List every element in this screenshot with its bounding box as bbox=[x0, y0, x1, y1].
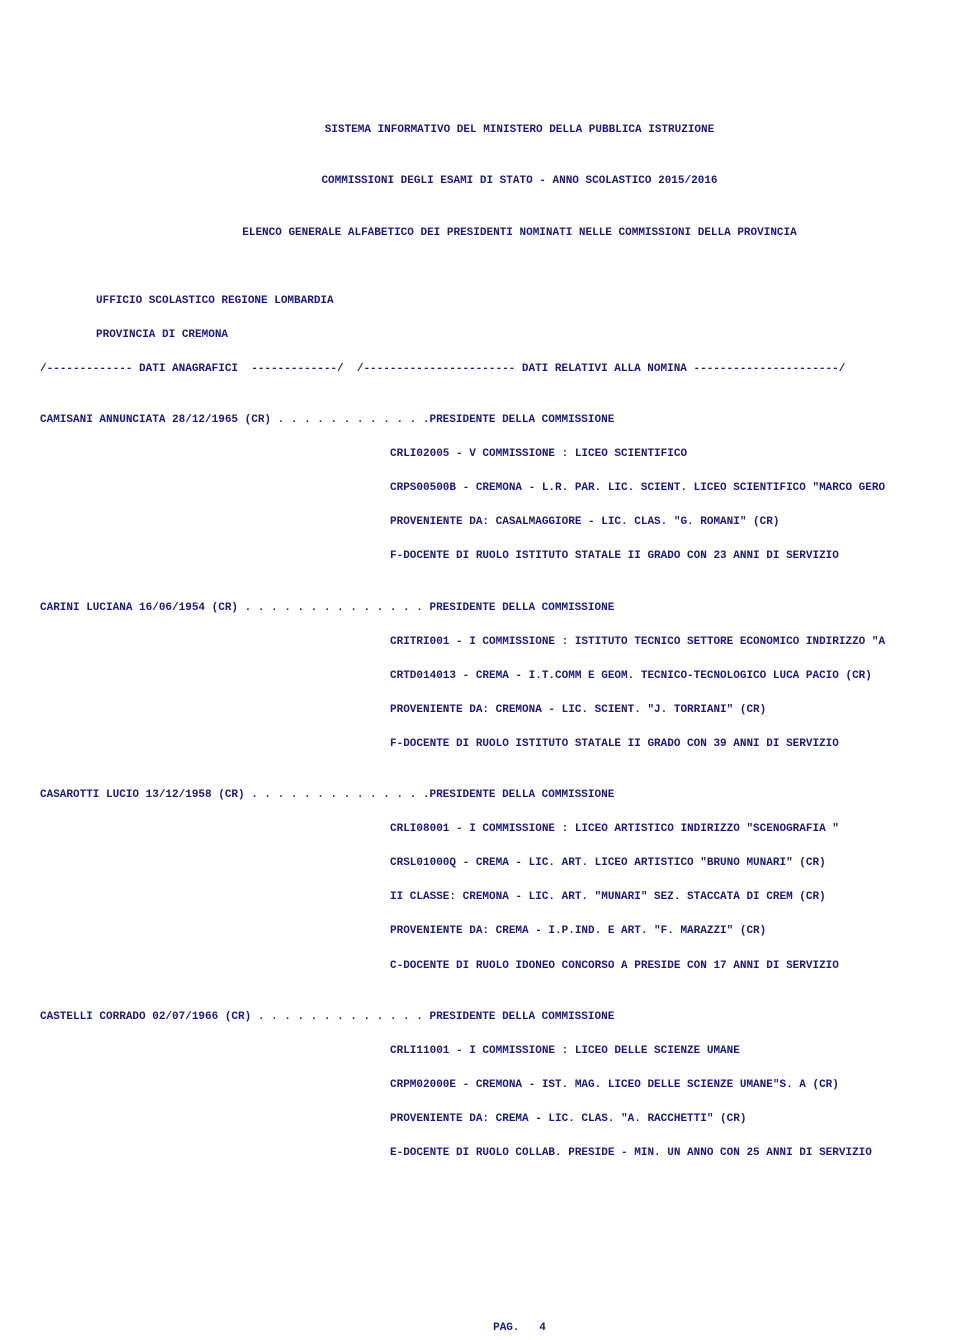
entry-detail: CRITRI001 - I COMMISSIONE : ISTITUTO TEC… bbox=[40, 634, 959, 651]
entry-detail: CRSL01000Q - CREMA - LIC. ART. LICEO ART… bbox=[40, 855, 959, 872]
province-line: PROVINCIA DI CREMONA bbox=[40, 327, 959, 344]
entry-detail: CRLI02005 - V COMMISSIONE : LICEO SCIENT… bbox=[40, 446, 959, 463]
entry-detail: PROVENIENTE DA: CREMA - I.P.IND. E ART. … bbox=[40, 923, 959, 940]
entry-detail: E-DOCENTE DI RUOLO COLLAB. PRESIDE - MIN… bbox=[40, 1145, 959, 1162]
entry-detail: CRLI08001 - I COMMISSIONE : LICEO ARTIST… bbox=[40, 821, 959, 838]
entry-detail: F-DOCENTE DI RUOLO ISTITUTO STATALE II G… bbox=[40, 548, 959, 565]
entry-detail: CRTD014013 - CREMA - I.T.COMM E GEOM. TE… bbox=[40, 668, 959, 685]
entry-detail: PROVENIENTE DA: CASALMAGGIORE - LIC. CLA… bbox=[40, 514, 959, 531]
entry-detail: PROVENIENTE DA: CREMONA - LIC. SCIENT. "… bbox=[40, 702, 959, 719]
entry-name: CAMISANI ANNUNCIATA 28/12/1965 (CR) . . … bbox=[40, 412, 959, 429]
entry-detail: CRLI11001 - I COMMISSIONE : LICEO DELLE … bbox=[40, 1043, 959, 1060]
entry-detail: C-DOCENTE DI RUOLO IDONEO CONCORSO A PRE… bbox=[40, 958, 959, 975]
columns-header: /------------- DATI ANAGRAFICI ---------… bbox=[40, 361, 959, 378]
entry-detail: PROVENIENTE DA: CREMA - LIC. CLAS. "A. R… bbox=[40, 1111, 959, 1128]
entry-detail: CRPM02000E - CREMONA - IST. MAG. LICEO D… bbox=[40, 1077, 959, 1094]
entry-detail: F-DOCENTE DI RUOLO ISTITUTO STATALE II G… bbox=[40, 736, 959, 753]
entry-name: CASTELLI CORRADO 02/07/1966 (CR) . . . .… bbox=[40, 1009, 959, 1026]
office-line: UFFICIO SCOLASTICO REGIONE LOMBARDIA bbox=[40, 293, 959, 310]
header-line-2: COMMISSIONI DEGLI ESAMI DI STATO - ANNO … bbox=[40, 173, 959, 190]
header-line-1: SISTEMA INFORMATIVO DEL MINISTERO DELLA … bbox=[40, 122, 959, 139]
entry-detail: II CLASSE: CREMONA - LIC. ART. "MUNARI" … bbox=[40, 889, 959, 906]
entry-name: CASAROTTI LUCIO 13/12/1958 (CR) . . . . … bbox=[40, 787, 959, 804]
entry-detail: CRPS00500B - CREMONA - L.R. PAR. LIC. SC… bbox=[40, 480, 959, 497]
entry-name: CARINI LUCIANA 16/06/1954 (CR) . . . . .… bbox=[40, 600, 959, 617]
header-line-3: ELENCO GENERALE ALFABETICO DEI PRESIDENT… bbox=[40, 225, 959, 242]
page-number: PAG. 4 bbox=[40, 1320, 959, 1337]
